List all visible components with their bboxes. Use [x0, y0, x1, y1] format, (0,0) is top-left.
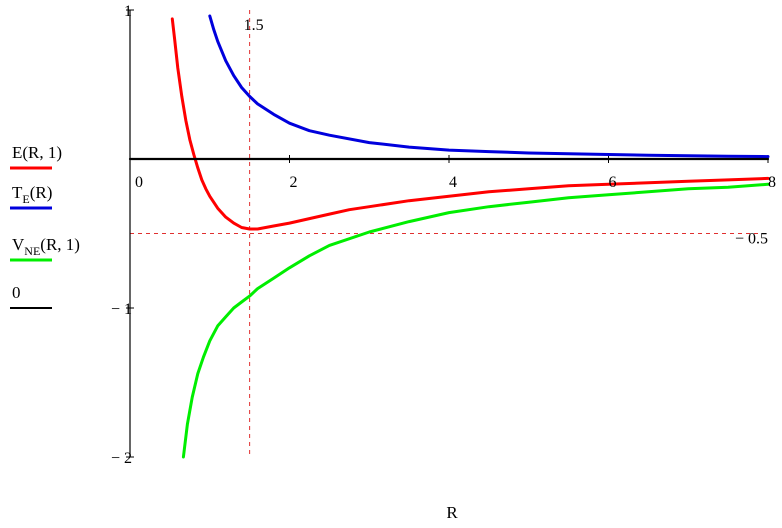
y-tick-label: 1 — [124, 3, 132, 20]
x-tick-label: 8 — [768, 174, 776, 191]
legend-label-1: TE(R) — [12, 183, 52, 206]
reference-lines: 1.5 − 0.5 — [130, 10, 768, 457]
x-tick-label: 2 — [290, 174, 298, 191]
x-tick-label: 4 — [449, 174, 457, 191]
legend-label-0: E(R, 1) — [12, 143, 62, 162]
y-tick-label: − 1 — [111, 301, 132, 318]
y-tick-label: − 2 — [111, 450, 132, 467]
axes — [126, 9, 769, 458]
x-axis-label: R — [446, 503, 458, 522]
legend-label-3: 0 — [12, 283, 21, 302]
series-group — [128, 14, 770, 459]
x-tick-label: 0 — [135, 174, 143, 191]
series-line-2 — [181, 182, 770, 459]
legend: E(R, 1) TE(R) VNE(R, 1) 0 — [10, 143, 80, 309]
marker-label-x: 1.5 — [244, 17, 264, 34]
series-line-0 — [170, 17, 770, 231]
marker-label-y: − 0.5 — [735, 231, 768, 248]
tick-labels: 0 2 4 6 8 1 − 1 − 2 — [111, 3, 776, 467]
series-line-1 — [208, 14, 770, 159]
legend-label-2: VNE(R, 1) — [12, 235, 80, 258]
x-tick-label: 6 — [609, 174, 617, 191]
